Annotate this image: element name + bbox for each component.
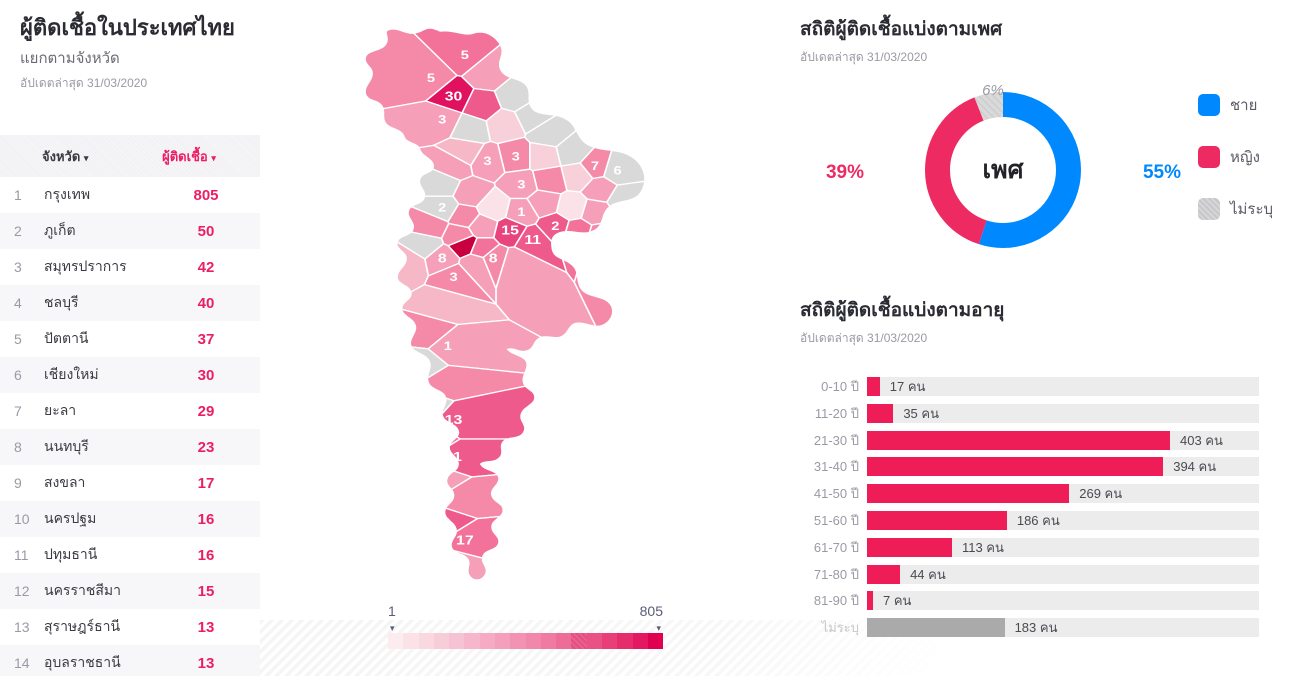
svg-text:เพศ: เพศ	[983, 156, 1025, 184]
svg-text:5: 5	[427, 71, 436, 84]
svg-text:5: 5	[461, 48, 470, 61]
svg-text:17: 17	[456, 534, 474, 548]
svg-text:3: 3	[438, 113, 446, 126]
svg-text:7: 7	[591, 159, 599, 172]
svg-text:13: 13	[445, 413, 463, 427]
svg-text:6%: 6%	[982, 82, 1004, 99]
svg-text:1: 1	[444, 339, 453, 352]
svg-text:11: 11	[524, 233, 541, 247]
svg-text:2: 2	[438, 201, 446, 214]
svg-text:1: 1	[517, 205, 526, 218]
svg-text:30: 30	[445, 90, 463, 104]
svg-text:8: 8	[438, 252, 447, 266]
svg-text:6: 6	[613, 164, 621, 177]
svg-text:55%: 55%	[1143, 162, 1181, 183]
svg-text:39%: 39%	[826, 162, 864, 183]
svg-text:13: 13	[592, 228, 610, 242]
svg-text:2: 2	[551, 219, 559, 232]
svg-text:3: 3	[483, 154, 491, 167]
svg-text:8: 8	[489, 252, 498, 266]
svg-text:3: 3	[449, 270, 457, 283]
svg-text:15: 15	[501, 224, 519, 238]
svg-text:3: 3	[512, 150, 520, 163]
svg-text:3: 3	[517, 178, 525, 191]
svg-text:11: 11	[445, 450, 462, 464]
